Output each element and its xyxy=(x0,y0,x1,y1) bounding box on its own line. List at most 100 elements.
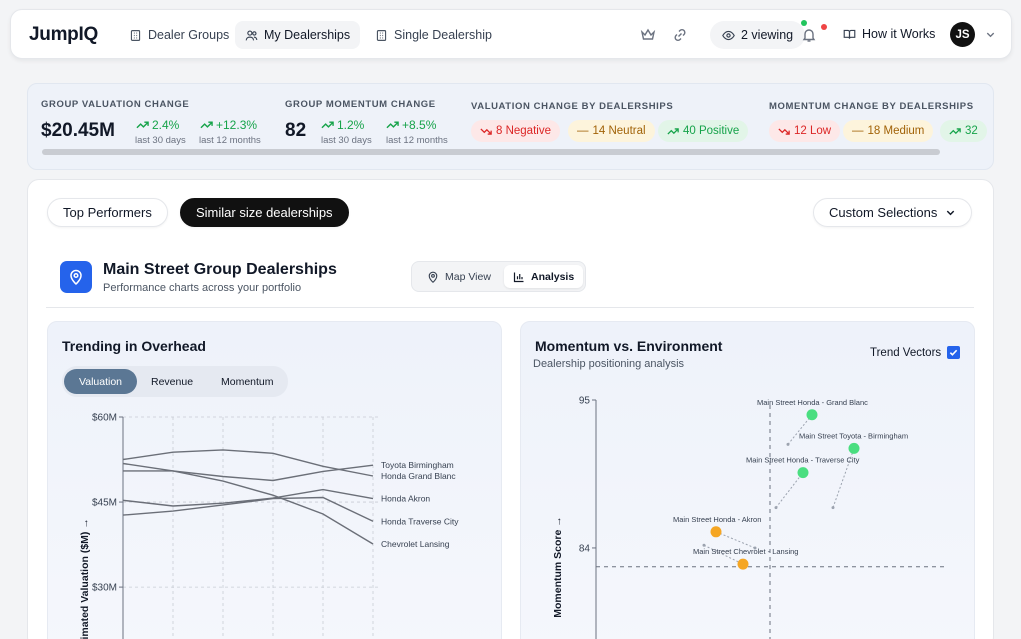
tab-label: My Dealerships xyxy=(264,28,351,42)
series-line[interactable] xyxy=(122,449,374,477)
group-valuation-label: GROUP VALUATION CHANGE xyxy=(41,99,190,110)
momentum-change-30d: 1.2% xyxy=(321,118,364,132)
series-line[interactable] xyxy=(122,488,374,507)
minus-icon: — xyxy=(577,125,589,137)
tab-single-dealership[interactable]: Single Dealership xyxy=(365,21,502,49)
tab-my-dealerships[interactable]: My Dealerships xyxy=(235,21,361,49)
valuation-change-12m: +12.3% xyxy=(200,118,257,132)
y-tick-label: 95 xyxy=(579,396,591,407)
trend-vector-origin xyxy=(753,546,757,550)
group-momentum-label: GROUP MOMENTUM CHANGE xyxy=(285,99,436,110)
momentum-change-12m: +8.5% xyxy=(386,118,436,132)
scatter-point[interactable] xyxy=(710,526,722,538)
notification-dot xyxy=(821,24,827,30)
scatter-point[interactable] xyxy=(737,558,749,570)
momentum-subtitle: Dealership positioning analysis xyxy=(533,358,685,370)
series-label: Honda Traverse City xyxy=(381,516,459,526)
trend-up-icon xyxy=(136,121,149,129)
map-pin-icon xyxy=(428,271,438,283)
valuation-by-dealership-label: VALUATION CHANGE BY DEALERSHIPS xyxy=(471,101,674,112)
point-label: Main Street Honda - Traverse City xyxy=(746,456,860,465)
avatar[interactable]: JS xyxy=(950,22,975,47)
trend-up-icon xyxy=(321,121,334,129)
chevron-down-icon[interactable] xyxy=(985,29,996,40)
scatter-point[interactable] xyxy=(848,442,860,454)
tab-label: Single Dealership xyxy=(394,28,492,42)
trend-vectors-toggle[interactable]: Trend Vectors xyxy=(870,346,961,359)
bar-chart-icon xyxy=(513,272,524,282)
high-count-pill[interactable]: 32 xyxy=(940,120,987,142)
tab-valuation[interactable]: Valuation xyxy=(64,369,138,394)
trend-vector-origin xyxy=(702,543,706,547)
trend-vector xyxy=(703,544,744,565)
y-tick-label: $30M xyxy=(92,583,117,594)
point-label: Main Street Toyota - Birmingham xyxy=(799,431,908,440)
link-icon[interactable] xyxy=(672,27,688,43)
trend-up-icon xyxy=(386,121,399,129)
trend-vector-origin xyxy=(774,506,778,510)
tab-dealer-groups[interactable]: Dealer Groups xyxy=(119,21,239,49)
series-line[interactable] xyxy=(122,496,374,522)
scatter-point[interactable] xyxy=(806,409,818,421)
trend-vector xyxy=(775,472,804,508)
minus-icon: — xyxy=(852,125,864,137)
tab-momentum[interactable]: Momentum xyxy=(221,375,274,388)
building-icon xyxy=(130,29,141,41)
series-line[interactable] xyxy=(122,462,374,545)
horizontal-scrollbar[interactable] xyxy=(42,149,940,155)
tab-label: Dealer Groups xyxy=(148,28,230,42)
y-tick-label: $45M xyxy=(92,498,117,509)
view-toggle: Map View Analysis xyxy=(411,261,586,292)
momentum-scatter-chart: 95 84 Momentum Score → Main Street Honda - … xyxy=(552,396,946,639)
main-card: Top Performers Similar size dealerships … xyxy=(27,179,994,639)
similar-size-button[interactable]: Similar size dealerships xyxy=(180,198,349,227)
valuation-sub-30d: last 30 days xyxy=(135,135,186,146)
medium-count-pill[interactable]: — 18 Medium xyxy=(843,120,934,142)
series-label: Honda Akron xyxy=(381,494,430,504)
app-logo[interactable]: JumpIQ xyxy=(29,24,98,45)
how-it-works-link[interactable]: How it Works xyxy=(843,27,935,41)
tab-revenue[interactable]: Revenue xyxy=(151,375,194,388)
series-line[interactable] xyxy=(123,464,374,482)
building-icon xyxy=(376,29,387,41)
momentum-panel: Momentum vs. Environment Dealership posi… xyxy=(520,321,975,639)
eye-icon xyxy=(722,30,735,40)
map-view-button[interactable]: Map View xyxy=(418,265,500,288)
y-axis-label: Momentum Score → xyxy=(552,516,564,618)
positive-count-pill[interactable]: 40 Positive xyxy=(658,120,749,142)
trend-vector-origin xyxy=(786,442,790,446)
neutral-count-pill[interactable]: — 14 Neutral xyxy=(568,120,655,142)
point-label: Main Street Chevrolet - Lansing xyxy=(693,547,798,556)
viewing-indicator[interactable]: 2 viewing xyxy=(710,20,808,49)
momentum-sub-30d: last 30 days xyxy=(321,135,372,146)
stats-summary-bar: GROUP VALUATION CHANGE $20.45M 2.4% last… xyxy=(27,83,994,170)
y-tick-label: $60M xyxy=(92,413,117,424)
section-divider xyxy=(46,307,974,308)
map-pin-icon xyxy=(70,269,82,285)
negative-count-pill[interactable]: 8 Negative xyxy=(471,120,560,142)
trend-vector-origin xyxy=(831,506,835,510)
scatter-point[interactable] xyxy=(797,467,809,479)
custom-selections-dropdown[interactable]: Custom Selections xyxy=(813,198,973,227)
trend-vector xyxy=(832,448,855,508)
metric-tabs: Valuation Revenue Momentum xyxy=(62,366,288,397)
crown-icon[interactable] xyxy=(640,27,656,43)
bell-icon[interactable] xyxy=(801,27,817,43)
overhead-title: Trending in Overhead xyxy=(62,338,206,354)
trend-vectors-label: Trend Vectors xyxy=(870,346,942,359)
point-label: Main Street Honda - Akron xyxy=(673,515,761,524)
top-performers-button[interactable]: Top Performers xyxy=(47,198,168,227)
group-title: Main Street Group Dealerships xyxy=(103,261,337,278)
valuation-change-30d: 2.4% xyxy=(136,118,179,132)
book-icon xyxy=(843,29,856,39)
y-tick-label: 84 xyxy=(579,543,591,554)
users-icon xyxy=(245,29,258,40)
custom-selections-label: Custom Selections xyxy=(829,205,938,220)
overhead-panel: Trending in Overhead Valuation Revenue M… xyxy=(47,321,502,639)
y-axis-label: Estimated Valuation ($M) → xyxy=(79,518,91,639)
group-subtitle: Performance charts across your portfolio xyxy=(103,282,302,294)
low-count-pill[interactable]: 12 Low xyxy=(769,120,841,142)
analysis-button[interactable]: Analysis xyxy=(504,265,584,288)
trend-vectors-checkbox[interactable] xyxy=(947,346,961,359)
